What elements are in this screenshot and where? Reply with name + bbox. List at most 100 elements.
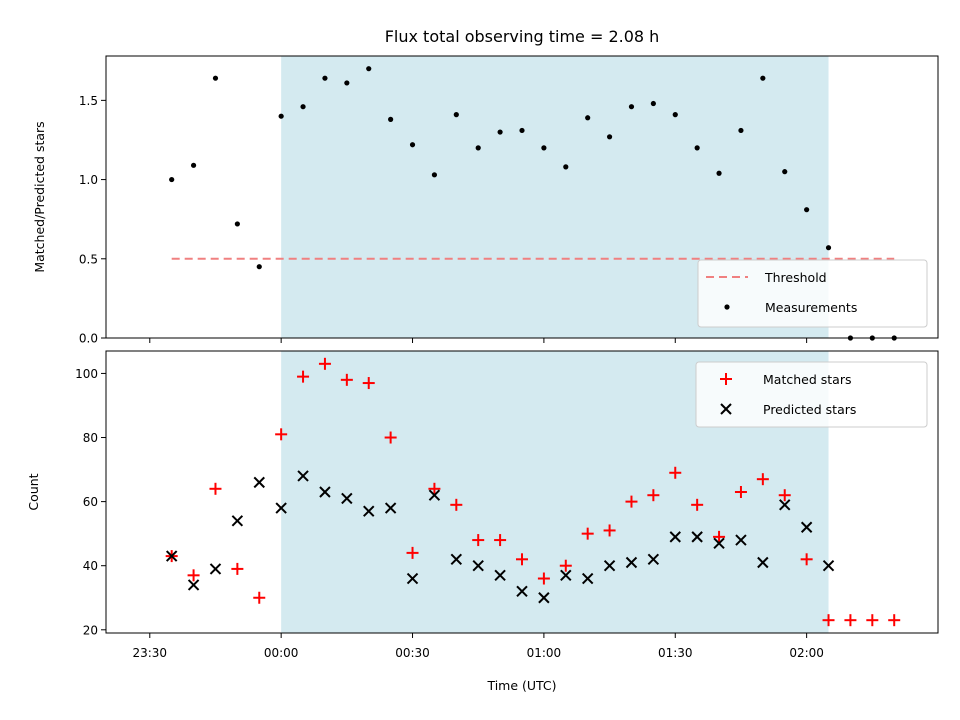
matched-star-marker bbox=[406, 546, 419, 559]
matched-star-marker bbox=[844, 614, 857, 627]
measurement-point bbox=[585, 115, 591, 121]
predicted-star-marker bbox=[581, 572, 594, 585]
matched-star-marker bbox=[253, 591, 266, 604]
matched-star-marker bbox=[822, 614, 835, 627]
bot-y-tick-label: 20 bbox=[83, 623, 98, 637]
matched-star-marker bbox=[800, 553, 813, 566]
matched-star-marker bbox=[340, 373, 353, 386]
bottom-legend-box bbox=[695, 361, 928, 428]
matched-star-marker bbox=[231, 562, 244, 575]
measurement-point bbox=[453, 112, 459, 118]
legend-measurements-swatch bbox=[724, 304, 730, 310]
predicted-star-marker bbox=[822, 559, 835, 572]
measurement-point bbox=[563, 164, 569, 170]
measurement-point bbox=[388, 116, 394, 122]
bot-y-tick-label: 80 bbox=[83, 431, 98, 445]
matched-star-marker bbox=[318, 357, 331, 370]
measurement-point bbox=[300, 104, 306, 110]
measurement-point bbox=[322, 75, 328, 81]
matched-star-marker bbox=[362, 377, 375, 390]
predicted-star-marker bbox=[800, 521, 813, 533]
measurement-point bbox=[497, 129, 503, 135]
predicted-star-marker bbox=[319, 486, 331, 498]
measurement-point bbox=[716, 170, 722, 176]
measurement-point bbox=[804, 207, 810, 213]
matched-star-marker bbox=[647, 489, 660, 502]
bot-y-tick-label: 40 bbox=[83, 559, 98, 573]
top-legend-box bbox=[697, 259, 928, 328]
measurement-point bbox=[519, 127, 525, 134]
predicted-star-marker bbox=[691, 531, 703, 543]
predicted-star-marker bbox=[735, 534, 747, 546]
matched-star-marker bbox=[713, 530, 726, 543]
predicted-star-marker bbox=[297, 470, 309, 482]
x-tick-label: 23:30 bbox=[132, 646, 167, 660]
matched-star-marker bbox=[187, 569, 200, 582]
predicted-star-marker bbox=[341, 492, 353, 505]
matched-star-marker bbox=[888, 614, 901, 627]
matched-star-marker bbox=[581, 527, 594, 540]
top-panel: 0.0 0.5 1.0 1.5 Matched/Predicted stars Thr… bbox=[32, 55, 939, 346]
top-y-tick-label: 1.0 bbox=[79, 173, 98, 187]
predicted-star-marker bbox=[384, 502, 397, 514]
matched-star-marker bbox=[603, 524, 616, 537]
x-tick-label: 02:00 bbox=[789, 646, 824, 660]
predicted-star-marker bbox=[494, 569, 506, 582]
top-y-axis-label: Matched/Predicted stars bbox=[32, 121, 47, 272]
predicted-star-marker bbox=[406, 572, 419, 585]
predicted-star-marker bbox=[472, 559, 484, 572]
matched-star-marker bbox=[209, 482, 222, 495]
legend-predicted-label: Predicted stars bbox=[763, 402, 856, 417]
matched-star-marker bbox=[384, 431, 397, 444]
matched-star-marker bbox=[297, 370, 310, 383]
measurement-point bbox=[190, 162, 197, 168]
bottom-x-axis: 23:30 00:00 00:30 01:00 01:30 02:00 bbox=[132, 633, 824, 660]
x-axis-label: Time (UTC) bbox=[486, 678, 556, 693]
predicted-star-marker bbox=[253, 476, 265, 489]
predicted-star-marker bbox=[625, 556, 638, 569]
predicted-star-marker bbox=[450, 553, 463, 566]
measurement-point bbox=[825, 245, 832, 251]
measurement-point bbox=[256, 264, 262, 270]
measurement-point bbox=[212, 75, 219, 81]
matched-star-markers bbox=[165, 357, 901, 627]
measurement-point bbox=[431, 172, 438, 178]
predicted-star-marker bbox=[428, 489, 441, 501]
measurement-point bbox=[169, 176, 175, 183]
x-tick-label: 00:30 bbox=[395, 646, 430, 660]
bottom-panel: 20 40 60 80 100 23:30 00:00 00:30 01:00 01:30 02:… bbox=[26, 350, 939, 693]
predicted-star-marker bbox=[187, 579, 200, 591]
top-x-axis bbox=[149, 338, 808, 343]
predicted-star-marker bbox=[757, 556, 769, 569]
measurement-point bbox=[672, 112, 678, 118]
predicted-star-marker bbox=[516, 585, 528, 598]
bot-y-tick-label: 100 bbox=[75, 367, 98, 381]
top-y-tick-label: 0.0 bbox=[79, 332, 98, 346]
measurement-points bbox=[169, 66, 897, 341]
matched-star-marker bbox=[691, 498, 704, 511]
measurement-point bbox=[694, 145, 700, 151]
predicted-star-marker bbox=[713, 537, 725, 549]
matched-star-marker bbox=[866, 614, 879, 627]
measurement-point bbox=[628, 104, 635, 110]
bottom-legend: Matched stars Predicted stars bbox=[695, 361, 928, 428]
matched-star-marker bbox=[428, 482, 441, 495]
matched-star-marker bbox=[450, 498, 463, 511]
top-y-tick-label: 1.5 bbox=[79, 94, 98, 108]
legend-threshold-label: Threshold bbox=[764, 270, 827, 285]
measurement-point bbox=[278, 113, 284, 119]
bottom-y-axis-label: Count bbox=[26, 473, 41, 510]
measurement-point bbox=[366, 66, 372, 72]
measurement-point bbox=[475, 145, 481, 151]
measurement-point bbox=[760, 75, 766, 81]
matched-star-marker bbox=[472, 534, 485, 547]
predicted-star-marker bbox=[165, 550, 178, 562]
predicted-star-marker bbox=[560, 569, 572, 582]
predicted-star-marker bbox=[669, 531, 681, 543]
matched-star-marker bbox=[275, 428, 288, 441]
x-tick-label: 01:30 bbox=[658, 646, 693, 660]
measurement-point bbox=[782, 169, 788, 175]
x-tick-label: 01:00 bbox=[527, 646, 562, 660]
matched-star-marker bbox=[516, 553, 528, 566]
